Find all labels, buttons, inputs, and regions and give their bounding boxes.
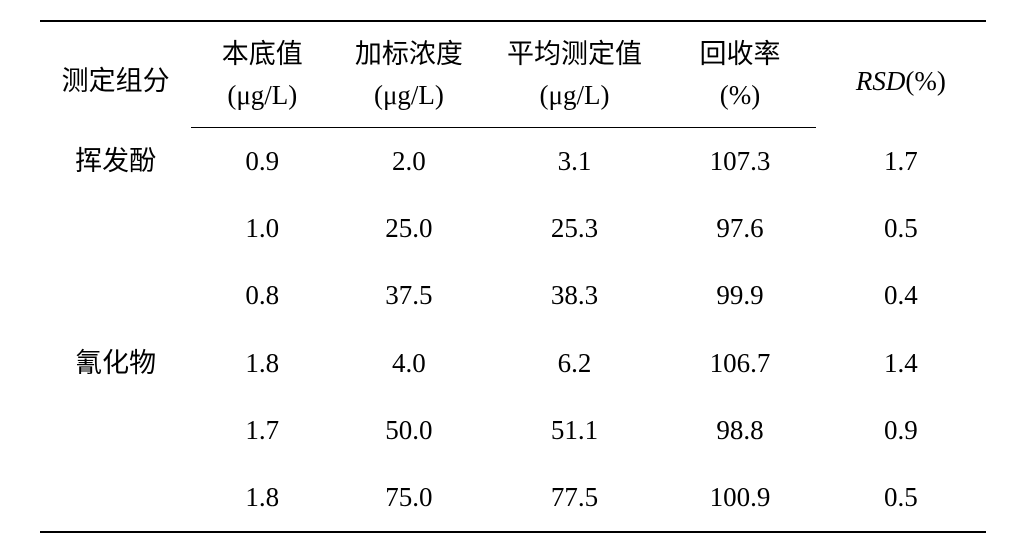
header-avg-line2: (μg/L) (485, 75, 665, 128)
cell-avg: 25.3 (485, 195, 665, 262)
rsd-label: RSD (856, 66, 906, 96)
table-body: 挥发酚 0.9 2.0 3.1 107.3 1.7 1.0 25.0 25.3 … (40, 128, 986, 533)
cell-component: 氰化物 (40, 330, 191, 397)
header-component: 测定组分 (40, 21, 191, 128)
cell-base: 1.0 (191, 195, 333, 262)
table-header: 测定组分 本底值 加标浓度 平均测定值 回收率 RSD(%) (μg/L) (μ… (40, 21, 986, 128)
table-row: 1.0 25.0 25.3 97.6 0.5 (40, 195, 986, 262)
header-avg-line1: 平均测定值 (485, 21, 665, 75)
cell-base: 1.8 (191, 330, 333, 397)
cell-rsd: 0.4 (816, 262, 986, 329)
table-row: 0.8 37.5 38.3 99.9 0.4 (40, 262, 986, 329)
header-spike-line2: (μg/L) (333, 75, 484, 128)
cell-avg: 6.2 (485, 330, 665, 397)
cell-base: 1.7 (191, 397, 333, 464)
header-base-line2: (μg/L) (191, 75, 333, 128)
cell-base: 0.8 (191, 262, 333, 329)
cell-base: 0.9 (191, 128, 333, 196)
cell-rsd: 0.5 (816, 195, 986, 262)
cell-avg: 3.1 (485, 128, 665, 196)
header-spike-line1: 加标浓度 (333, 21, 484, 75)
cell-recovery: 99.9 (664, 262, 815, 329)
recovery-table: 测定组分 本底值 加标浓度 平均测定值 回收率 RSD(%) (μg/L) (μ… (40, 20, 986, 533)
cell-recovery: 107.3 (664, 128, 815, 196)
cell-avg: 51.1 (485, 397, 665, 464)
cell-recovery: 97.6 (664, 195, 815, 262)
header-recovery-line2: (%) (664, 75, 815, 128)
table-row: 1.7 50.0 51.1 98.8 0.9 (40, 397, 986, 464)
cell-component (40, 397, 191, 464)
cell-rsd: 0.9 (816, 397, 986, 464)
cell-component (40, 262, 191, 329)
cell-recovery: 98.8 (664, 397, 815, 464)
cell-avg: 38.3 (485, 262, 665, 329)
table-row: 氰化物 1.8 4.0 6.2 106.7 1.4 (40, 330, 986, 397)
header-recovery-line1: 回收率 (664, 21, 815, 75)
header-rsd: RSD(%) (816, 21, 986, 128)
cell-recovery: 106.7 (664, 330, 815, 397)
rsd-unit: (%) (905, 66, 945, 96)
cell-rsd: 1.7 (816, 128, 986, 196)
cell-spike: 50.0 (333, 397, 484, 464)
cell-spike: 4.0 (333, 330, 484, 397)
cell-spike: 2.0 (333, 128, 484, 196)
cell-rsd: 1.4 (816, 330, 986, 397)
header-base-line1: 本底值 (191, 21, 333, 75)
cell-spike: 25.0 (333, 195, 484, 262)
table-row: 挥发酚 0.9 2.0 3.1 107.3 1.7 (40, 128, 986, 196)
cell-component (40, 195, 191, 262)
cell-component: 挥发酚 (40, 128, 191, 196)
cell-spike: 37.5 (333, 262, 484, 329)
